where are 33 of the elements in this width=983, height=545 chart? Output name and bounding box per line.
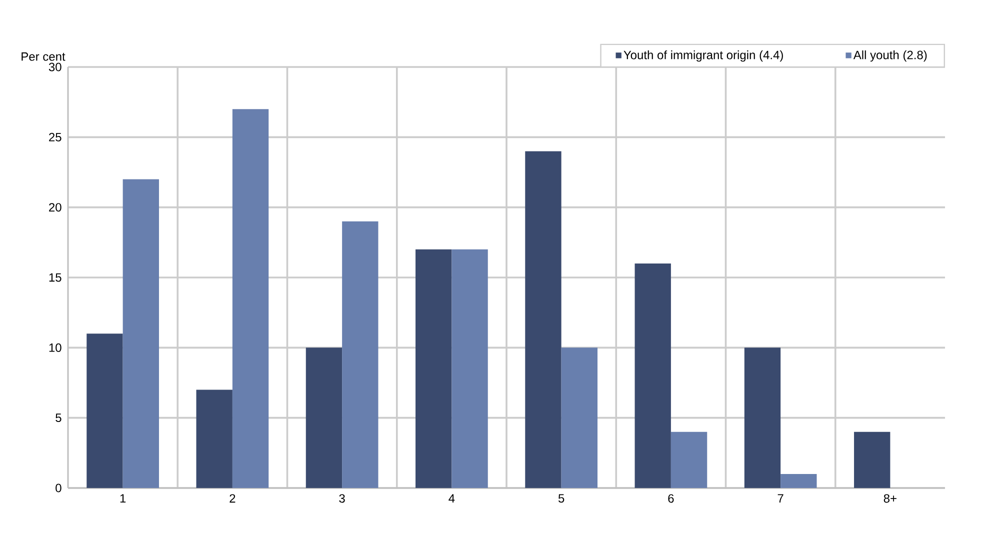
x-tick-label: 4 — [448, 494, 455, 502]
y-tick-label: 25 — [49, 132, 62, 142]
bar — [634, 263, 671, 488]
legend-label: Youth of immigrant origin (4.4) — [624, 50, 783, 62]
y-tick-label: 30 — [48, 62, 62, 72]
bar — [525, 151, 562, 488]
x-tick-label: 2 — [230, 494, 236, 503]
bar — [416, 249, 452, 488]
bar — [86, 334, 123, 488]
y-tick-label: 5 — [56, 414, 62, 422]
x-tick-label: 1 — [120, 494, 126, 502]
bar — [196, 390, 232, 488]
bar — [452, 249, 488, 488]
x-tick-label: 8+ — [884, 494, 896, 503]
x-tick-label: 7 — [778, 494, 784, 502]
bar — [561, 348, 598, 488]
x-tick-label: 6 — [668, 494, 674, 503]
bar — [854, 432, 890, 488]
bar — [780, 474, 817, 488]
y-tick-label: 20 — [49, 203, 62, 212]
bar — [670, 432, 708, 488]
x-tick-label: 3 — [339, 494, 345, 503]
bar — [232, 109, 269, 488]
bar — [342, 221, 378, 488]
y-tick-label: 0 — [56, 484, 62, 492]
bar — [306, 348, 342, 488]
y-tick-label: 15 — [49, 273, 62, 282]
bar — [122, 179, 159, 488]
bar — [744, 348, 781, 488]
x-tick-label: 5 — [558, 494, 564, 503]
y-tick-label: 10 — [49, 343, 62, 352]
y-axis-title: Per cent — [22, 52, 66, 61]
legend-label: All youth (2.8) — [853, 50, 927, 62]
